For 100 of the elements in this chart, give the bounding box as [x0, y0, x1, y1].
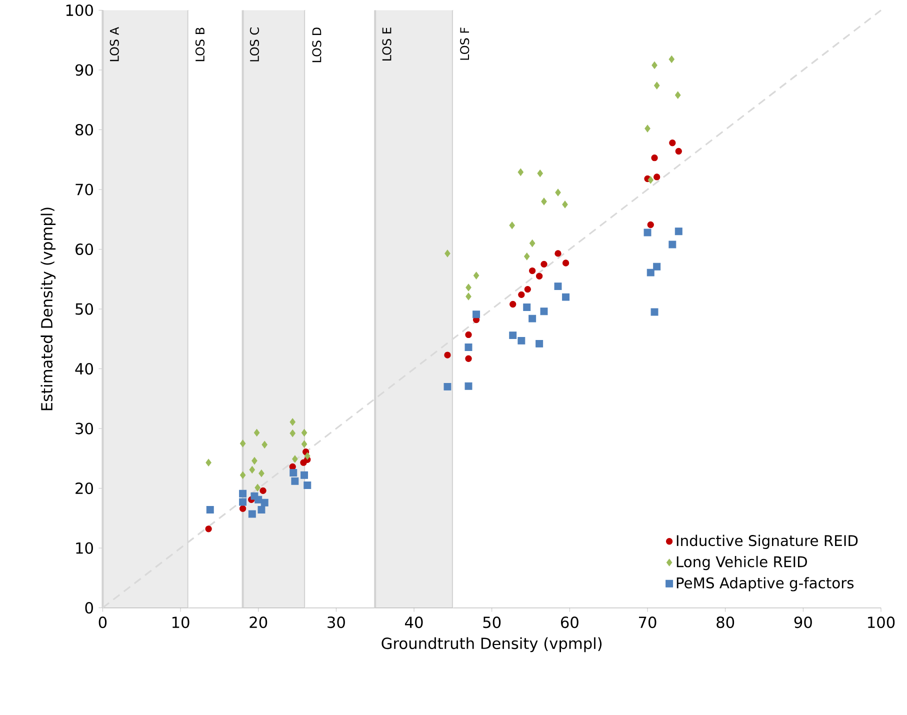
point [653, 263, 661, 271]
point [528, 315, 536, 323]
band-label: LOS E [382, 28, 392, 61]
point [651, 154, 658, 162]
point [260, 499, 268, 507]
point [562, 200, 568, 208]
point [262, 441, 268, 449]
point [444, 352, 451, 359]
point [206, 459, 212, 467]
y-tick-label: 40 [75, 363, 93, 375]
band-label: LOS B [195, 28, 205, 62]
point [290, 430, 296, 438]
point [554, 282, 562, 290]
point [464, 344, 472, 352]
point [524, 286, 531, 293]
x-tick-label: 30 [328, 616, 345, 628]
band-label: LOS C [250, 28, 260, 62]
y-tick-label: 10 [76, 542, 93, 554]
point [290, 418, 296, 426]
x-tick-label: 80 [716, 616, 734, 628]
point [510, 301, 516, 308]
point [646, 269, 654, 277]
y-tick-label: 70 [76, 184, 93, 196]
point [258, 470, 264, 478]
point [648, 176, 654, 184]
point [292, 456, 298, 463]
y-tick-label: 60 [76, 244, 93, 256]
point [540, 261, 548, 268]
point [466, 284, 472, 292]
point [518, 168, 524, 176]
point [465, 332, 472, 338]
y-axis-title: Estimated Density (vpmpl) [40, 208, 56, 410]
point [524, 252, 530, 260]
point [254, 484, 260, 492]
point [668, 56, 675, 64]
x-tick-label: 20 [250, 616, 268, 628]
point [674, 92, 681, 100]
point [205, 526, 212, 533]
point [240, 440, 246, 448]
point [644, 229, 652, 237]
band-label: LOS F [460, 28, 470, 60]
point [644, 125, 650, 133]
point [652, 62, 658, 70]
point [562, 294, 570, 302]
point [301, 440, 308, 448]
point [206, 506, 214, 514]
point [654, 174, 660, 181]
point [518, 337, 526, 345]
x-tick-label: 70 [639, 616, 656, 628]
point [675, 148, 682, 155]
x-tick-label: 60 [560, 616, 578, 628]
point [258, 506, 266, 514]
point [464, 382, 472, 390]
x-tick-label: 40 [405, 616, 423, 628]
point [260, 488, 266, 494]
point [674, 228, 682, 236]
point [529, 240, 536, 248]
y-tick-label: 50 [76, 303, 93, 316]
point [239, 498, 247, 506]
point [536, 273, 543, 280]
y-tick-label: 100 [66, 4, 93, 16]
point [654, 82, 660, 90]
x-tick-label: 90 [794, 616, 812, 628]
point [537, 170, 543, 178]
point [254, 496, 262, 504]
point [304, 482, 312, 490]
point [290, 469, 298, 477]
point [248, 510, 256, 518]
point [540, 308, 548, 316]
point [523, 304, 531, 312]
x-tick-label: 100 [868, 616, 895, 628]
point [240, 472, 246, 480]
point [249, 466, 256, 474]
point [239, 506, 246, 512]
point [647, 222, 654, 228]
point [465, 356, 472, 362]
point [536, 340, 544, 348]
y-tick-label: 0 [85, 602, 93, 614]
point [562, 260, 570, 267]
point [518, 292, 525, 298]
point [528, 268, 536, 274]
y-tick-label: 80 [76, 124, 93, 136]
legend-label: PeMS Adaptive g-factors [676, 577, 854, 592]
point [444, 250, 450, 258]
y-tick-label: 20 [76, 482, 93, 494]
legend-label: Long Vehicle REID [676, 556, 807, 570]
point [473, 272, 480, 280]
point [472, 310, 480, 318]
point [444, 383, 452, 391]
point [239, 490, 247, 498]
legend-label: Inductive Signature REID [676, 535, 858, 550]
point [254, 429, 260, 437]
point [650, 308, 658, 316]
point [668, 240, 676, 248]
x-tick-label: 50 [483, 616, 501, 628]
x-tick-label: 10 [172, 616, 190, 628]
point [509, 222, 515, 230]
point [466, 292, 472, 300]
point [554, 250, 562, 258]
band-label: LOS A [110, 27, 119, 62]
